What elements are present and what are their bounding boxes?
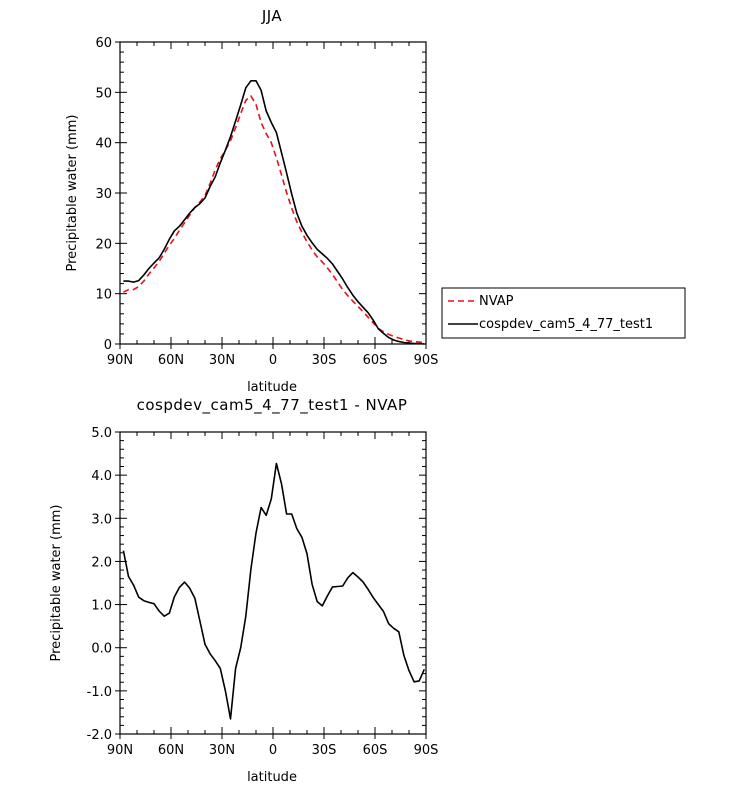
- x-tick-label: 30S: [312, 353, 337, 368]
- bottom-chart-panel: cospdev_cam5_4_77_test1 - NVAP 90N 60N 30N…: [49, 396, 438, 785]
- top-chart-ticks: [115, 41, 427, 349]
- top-chart-frame: [119, 41, 427, 345]
- y-tick-label: 60: [95, 36, 112, 51]
- x-tick-label: 90S: [414, 743, 439, 758]
- y-tick-label: 2.0: [91, 555, 112, 570]
- legend-label-model: cospdev_cam5_4_77_test1: [479, 317, 653, 332]
- bottom-chart-x-axis-label: latitude: [247, 770, 297, 785]
- top-chart-y-tick-labels: 0 10 20 30 40 50 60: [95, 36, 112, 353]
- top-chart-series: [123, 80, 425, 345]
- legend-box: [441, 287, 686, 339]
- x-tick-label: 60S: [363, 353, 388, 368]
- top-chart-panel: JJA 90N 60N 30N 0 30S 60S 90S 0 10 20 30 40 50 60 la…: [65, 7, 686, 395]
- top-chart-legend: NVAP cospdev_cam5_4_77_test1: [441, 287, 686, 339]
- y-tick-label: 50: [95, 86, 112, 101]
- y-tick-label: -1.0: [87, 685, 112, 700]
- series-line-nvap: [123, 95, 425, 344]
- y-tick-label: 20: [95, 237, 112, 252]
- y-tick-label: 30: [95, 187, 112, 202]
- x-tick-label: 60N: [158, 743, 184, 758]
- x-tick-label: 0: [269, 353, 277, 368]
- x-tick-label: 60N: [158, 353, 184, 368]
- y-tick-label: 0: [104, 338, 112, 353]
- x-tick-label: 60S: [363, 743, 388, 758]
- bottom-chart-ticks: [115, 431, 427, 739]
- x-tick-label: 0: [269, 743, 277, 758]
- y-tick-label: 4.0: [91, 469, 112, 484]
- legend-label-nvap: NVAP: [479, 294, 514, 309]
- y-tick-label: 40: [95, 137, 112, 152]
- top-chart-y-axis-label: Precipitable water (mm): [65, 115, 80, 272]
- y-tick-label: 5.0: [91, 426, 112, 441]
- y-tick-label: 1.0: [91, 599, 112, 614]
- bottom-chart-frame: [119, 431, 427, 735]
- top-chart-title: JJA: [261, 7, 283, 25]
- y-tick-label: 3.0: [91, 512, 112, 527]
- bottom-chart-y-axis-label: Precipitable water (mm): [49, 505, 64, 662]
- x-tick-label: 90N: [107, 743, 133, 758]
- x-tick-label: 30N: [209, 743, 235, 758]
- y-tick-label: 10: [95, 288, 112, 303]
- x-tick-label: 90S: [414, 353, 439, 368]
- y-tick-label: -2.0: [87, 728, 112, 743]
- series-line-model: [123, 80, 425, 345]
- bottom-chart-series: [122, 462, 426, 720]
- bottom-chart-title: cospdev_cam5_4_77_test1 - NVAP: [137, 396, 408, 415]
- x-tick-label: 90N: [107, 353, 133, 368]
- series-line-model: [122, 462, 426, 720]
- bottom-chart-y-tick-labels: -2.0 -1.0 0.0 1.0 2.0 3.0 4.0 5.0: [87, 426, 112, 743]
- bottom-chart-x-tick-labels: 90N 60N 30N 0 30S 60S 90S: [107, 743, 439, 758]
- top-chart-x-axis-label: latitude: [247, 380, 297, 395]
- x-tick-label: 30N: [209, 353, 235, 368]
- x-tick-label: 30S: [312, 743, 337, 758]
- top-chart-x-tick-labels: 90N 60N 30N 0 30S 60S 90S: [107, 353, 439, 368]
- y-tick-label: 0.0: [91, 642, 112, 657]
